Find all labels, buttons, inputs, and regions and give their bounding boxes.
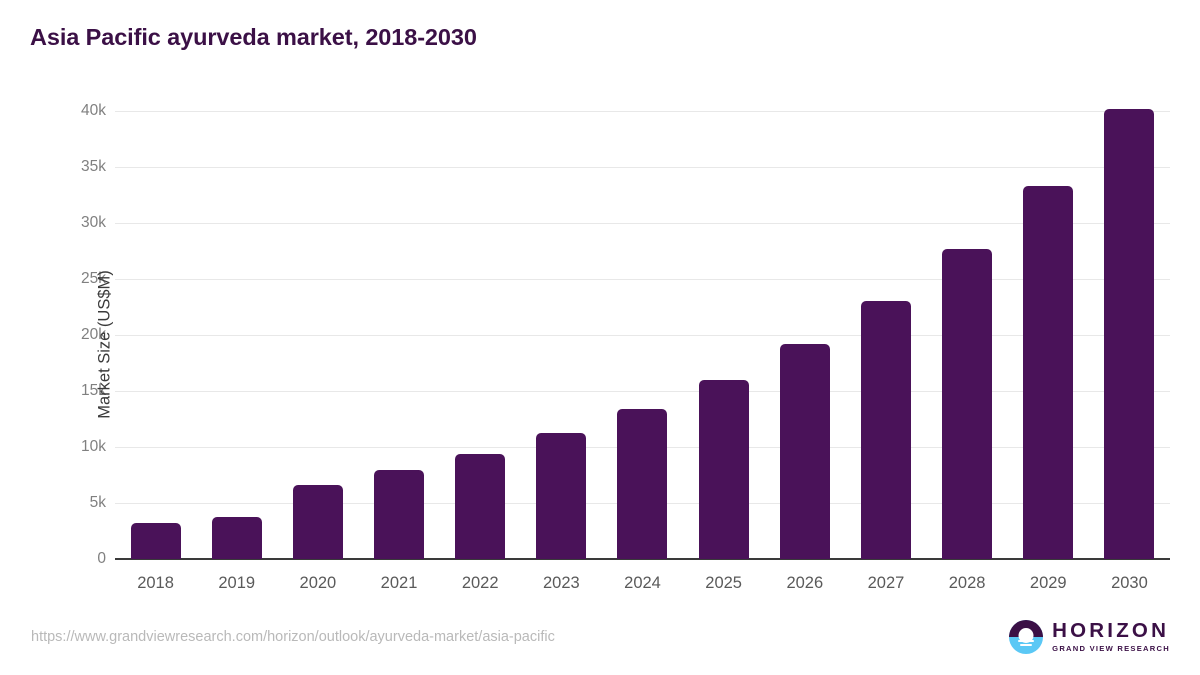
x-axis-tick: 2022 [461,574,499,592]
bar[interactable] [1023,186,1074,559]
x-axis-tick: 2018 [137,574,174,592]
gridline [115,335,1170,336]
horizon-sun-icon [1009,620,1044,654]
bar-slot [845,111,926,559]
y-axis-tick: 5k [89,494,106,511]
gridline [115,223,1170,224]
bar[interactable] [536,433,587,559]
bar-slot [683,111,764,559]
page-title: Asia Pacific ayurveda market, 2018-2030 [30,24,477,50]
x-axis-line [115,558,1170,560]
bar-slot [277,111,358,559]
bar-slot [358,111,439,559]
bar-slot [927,111,1008,559]
bar-slot [196,111,277,559]
x-axis-tick: 2030 [1111,574,1148,592]
gridline [115,167,1170,168]
logo-tagline: GRAND VIEW RESEARCH [1052,643,1170,653]
x-axis-tick: 2019 [218,574,256,592]
bar-slot [440,111,521,559]
x-axis-tick: 2028 [948,574,986,592]
bar[interactable] [292,484,343,559]
x-axis-tick: 2020 [299,574,337,592]
x-axis-tick: 2023 [542,574,580,592]
bar-slot [521,111,602,559]
bar-slot [1089,108,1170,559]
bar-slot [115,111,196,559]
bar[interactable] [698,379,749,559]
bar[interactable] [130,523,181,559]
x-axis-tick: 2024 [624,574,661,592]
logo-wordmark: HORIZON [1052,619,1170,643]
x-axis-tick: 2026 [786,574,824,592]
bar[interactable] [211,517,262,559]
x-axis-tick: 2027 [867,574,905,592]
bar[interactable] [1104,108,1155,559]
bar[interactable] [779,343,830,559]
bar-slot [764,111,845,559]
x-axis-tick: 2029 [1029,574,1067,592]
logo-text: HORIZON GRAND VIEW RESEARCH [1052,621,1170,652]
gridline [115,111,1170,112]
x-axis-tick: 2021 [380,574,418,592]
bar[interactable] [860,300,911,559]
x-axis-tick: 2025 [705,574,742,592]
bar-slot [602,111,683,559]
gridline [115,391,1170,392]
y-axis-tick: 40k [81,102,106,119]
y-axis-tick: 15k [81,382,106,399]
y-axis-tick: 35k [81,158,106,175]
y-axis-tick: 10k [81,438,106,455]
y-axis-tick: 0 [97,550,106,567]
gridline [115,279,1170,280]
bar[interactable] [374,469,425,559]
bar[interactable] [617,408,668,559]
y-axis-title: Market Size (US$M) [95,270,114,419]
bar[interactable] [942,248,993,559]
bar-series [115,108,1170,559]
bar[interactable] [455,453,506,559]
y-axis-tick: 20k [81,326,106,343]
y-axis-tick: 30k [81,214,106,231]
source-url[interactable]: https://www.grandviewresearch.com/horizo… [31,629,555,645]
horizon-logo[interactable]: HORIZON GRAND VIEW RESEARCH [1009,620,1170,654]
bar-slot [1008,111,1089,559]
y-axis-tick: 25k [81,270,106,287]
